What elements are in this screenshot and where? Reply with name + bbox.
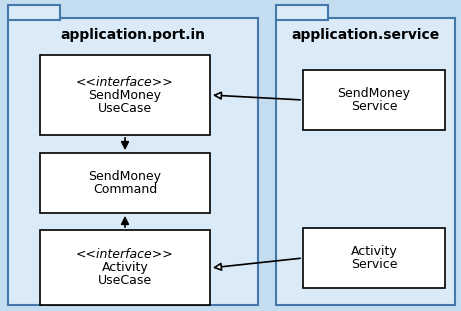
Text: application.port.in: application.port.in — [60, 28, 206, 42]
Bar — [40, 153, 210, 213]
Text: Command: Command — [93, 183, 157, 196]
Bar — [40, 230, 210, 305]
Bar — [303, 70, 445, 130]
Bar — [40, 55, 210, 135]
Text: UseCase: UseCase — [98, 274, 152, 287]
Bar — [8, 5, 60, 20]
Text: Activity: Activity — [351, 245, 397, 258]
Text: <<interface>>: <<interface>> — [76, 76, 174, 89]
Text: Activity: Activity — [101, 261, 148, 274]
Bar — [276, 5, 328, 20]
Bar — [276, 18, 455, 305]
Bar — [8, 18, 258, 305]
Bar — [303, 228, 445, 288]
Text: Service: Service — [351, 100, 397, 113]
Text: <<interface>>: <<interface>> — [76, 248, 174, 261]
Text: application.service: application.service — [291, 28, 439, 42]
Text: Service: Service — [351, 258, 397, 271]
Text: SendMoney: SendMoney — [89, 170, 161, 183]
Text: SendMoney: SendMoney — [337, 87, 410, 100]
Text: UseCase: UseCase — [98, 101, 152, 114]
Text: SendMoney: SendMoney — [89, 89, 161, 101]
